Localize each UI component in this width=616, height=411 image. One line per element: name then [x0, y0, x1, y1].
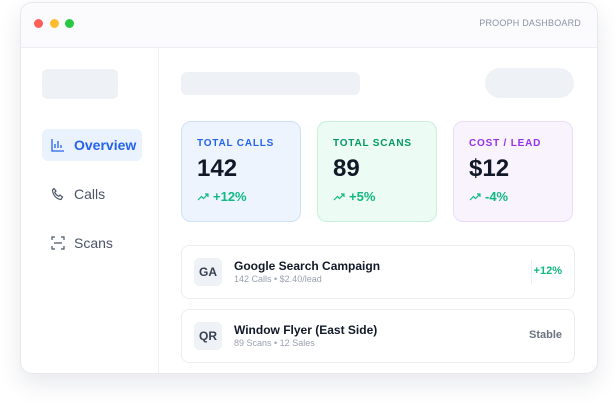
nav-item[interactable]: Overview [42, 129, 142, 161]
campaign-row[interactable]: QR Window Flyer (East Side) 89 Scans • 1… [181, 309, 575, 363]
title-bar: PROOPH DASHBOARD [21, 3, 597, 48]
change-text: +5% [349, 189, 376, 204]
row-title: Window Flyer (East Side) [234, 323, 378, 337]
nav-item[interactable]: Scans [42, 227, 142, 259]
nav-label: Calls [74, 186, 106, 202]
card-label: TOTAL SCANS [333, 138, 412, 149]
icon [51, 139, 64, 152]
sidebar: Overview Calls Scans [21, 48, 159, 373]
nav-label: Overview [74, 137, 137, 153]
card-value: 89 [333, 155, 360, 182]
icon [469, 192, 481, 200]
row-subtitle: 89 Scans • 12 Sales [234, 338, 315, 348]
logo-placeholder [42, 69, 118, 99]
card-value: $12 [469, 155, 510, 182]
badge: GA [194, 258, 222, 286]
row-title: Google Search Campaign [234, 259, 381, 273]
stat-card: TOTAL CALLS 142 +12% [181, 121, 301, 222]
stat-card: COST / LEAD $12 -4% [453, 121, 573, 222]
icon [51, 187, 64, 201]
campaign-row[interactable]: GA Google Search Campaign 142 Calls • $2… [181, 245, 575, 299]
badge: QR [194, 322, 222, 350]
card-value: 142 [197, 155, 238, 182]
app-window: PROOPH DASHBOARD Overview Calls Scans TO… [20, 2, 598, 374]
minimize-dot[interactable] [50, 19, 59, 28]
divider [531, 260, 532, 284]
change-text: -4% [485, 189, 509, 204]
card-change: +5% [333, 189, 375, 204]
nav-label: Scans [74, 235, 113, 251]
card-label: COST / LEAD [469, 138, 542, 149]
change-text: +12% [213, 189, 247, 204]
icon [51, 236, 65, 250]
row-status: Stable [528, 329, 562, 341]
icon [333, 192, 345, 200]
brand: PROOPH DASHBOARD [479, 18, 581, 28]
row-status: +12% [533, 265, 562, 277]
card-change: -4% [469, 189, 508, 204]
card-change: +12% [197, 189, 247, 204]
maximize-dot[interactable] [65, 19, 74, 28]
button-placeholder[interactable] [485, 68, 574, 98]
stat-card: TOTAL SCANS 89 +5% [317, 121, 437, 222]
card-label: TOTAL CALLS [197, 138, 275, 149]
row-subtitle: 142 Calls • $2.40/lead [234, 274, 322, 284]
nav-item[interactable]: Calls [42, 178, 142, 210]
heading-placeholder [181, 72, 360, 95]
close-dot[interactable] [34, 19, 43, 28]
icon [197, 192, 209, 200]
